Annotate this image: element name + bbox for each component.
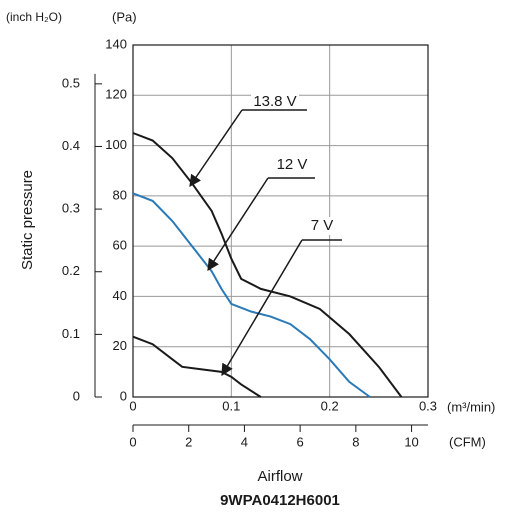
y2-tick-label: 0.2 [62,263,80,278]
y-tick-label: 80 [113,187,127,202]
y2-tick-label: 0.4 [62,138,80,153]
leader-arrow [207,177,269,272]
x-unit: (m³/min) [447,399,495,414]
plot-frame [132,44,429,398]
y2-tick-label: 0 [73,388,80,403]
x2-unit: (CFM) [449,434,486,449]
y2-tick-label: 0.3 [62,201,80,216]
series-label: 12 V [277,156,308,173]
y2-tick-label: 0.5 [62,75,80,90]
label-bg [251,93,299,111]
label-bg [298,217,346,235]
series-label: 13.8 V [253,93,296,110]
y2-unit: (inch H₂O) [6,10,62,24]
curve [132,335,262,398]
x2-tick-label: 8 [352,434,359,449]
x2-tick-label: 10 [404,434,418,449]
y-unit: (Pa) [112,9,137,24]
curve [132,132,403,398]
y-tick-label: 140 [105,36,127,51]
leader-arrow [221,239,303,377]
x-tick-label: 0.1 [222,398,240,413]
chart-title: 9WPA0412H6001 [220,492,340,509]
x2-tick-label: 6 [297,434,304,449]
x-tick-label: 0.2 [321,398,339,413]
y-tick-label: 20 [113,338,127,353]
y-tick-label: 100 [105,137,127,152]
y-tick-label: 40 [113,288,127,303]
x2-tick-label: 4 [241,434,248,449]
leader-arrow [189,109,243,187]
y2-tick-label: 0.1 [62,326,80,341]
x-tick-label: 0.3 [419,398,437,413]
y-label: Static pressure [19,170,36,270]
x-label: Airflow [257,468,302,485]
x2-tick-label: 2 [185,434,192,449]
y-tick-label: 0 [120,388,127,403]
series-label: 7 V [311,217,334,234]
y-tick-label: 120 [105,87,127,102]
label-bg [268,156,316,174]
x-tick-label: 0 [129,398,136,413]
curve [132,192,371,398]
x2-tick-label: 0 [129,434,136,449]
y-tick-label: 60 [113,238,127,253]
